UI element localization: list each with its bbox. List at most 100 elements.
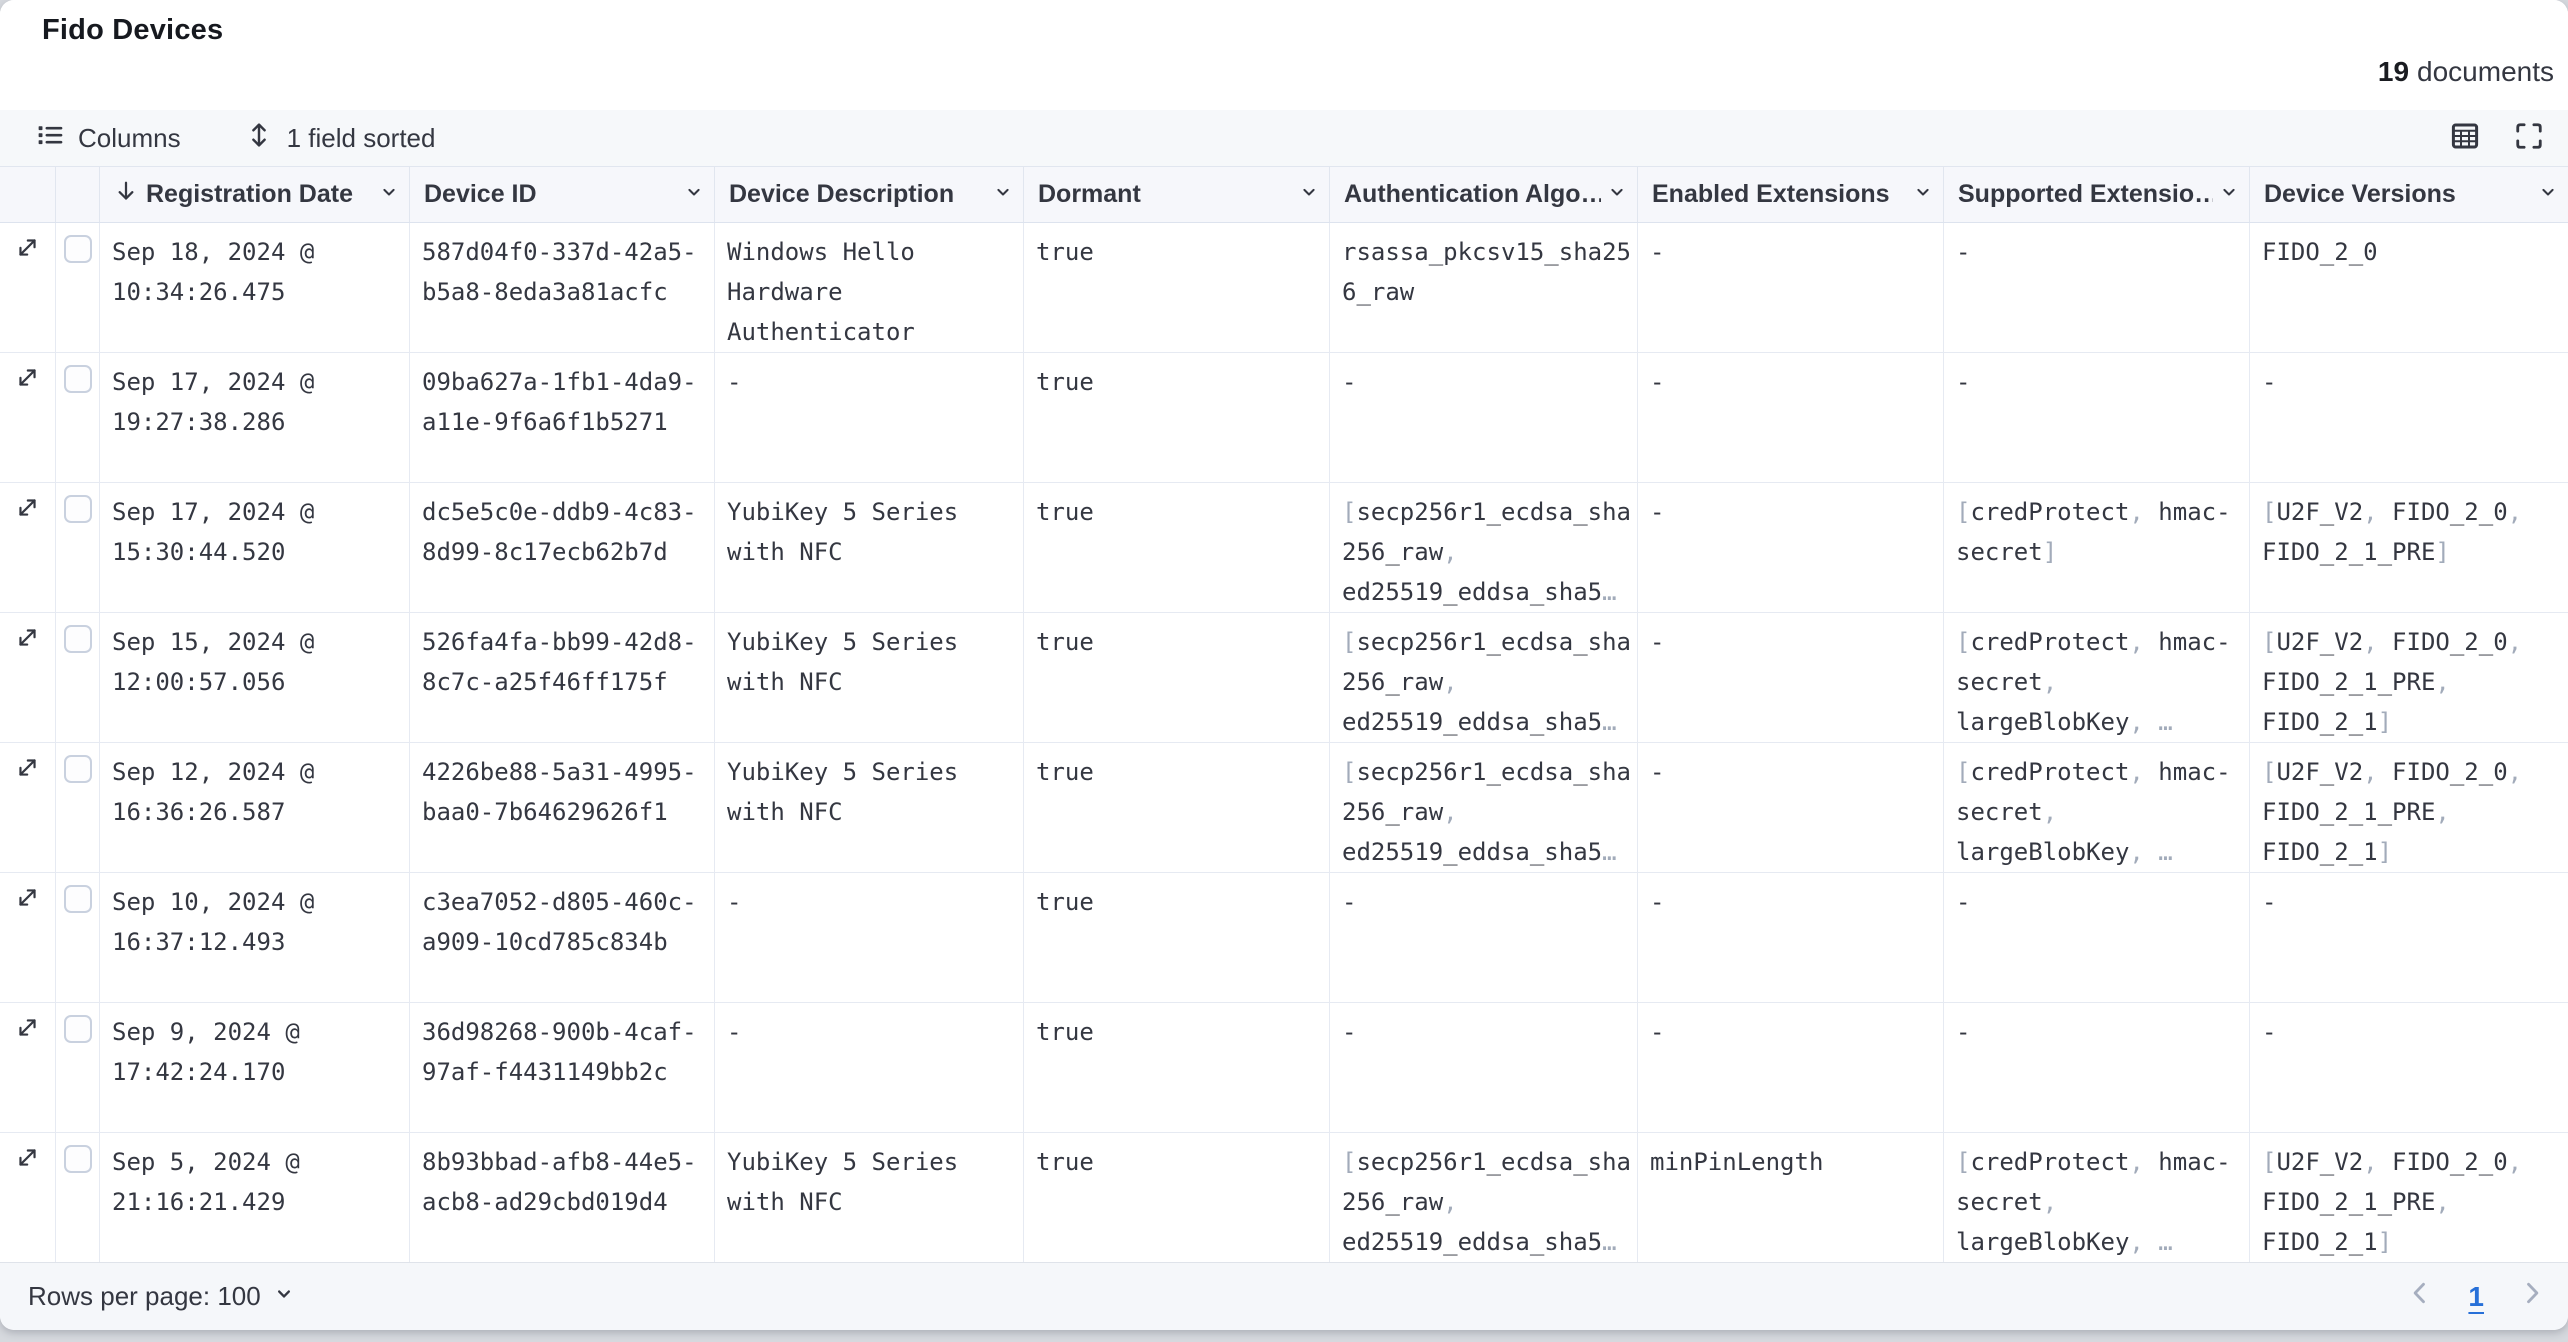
cell-enabled-extensions[interactable]: - — [1638, 483, 1944, 612]
expand-row-button[interactable] — [15, 885, 40, 915]
cell-registration-date[interactable]: Sep 9, 2024 @ 17:42:24.170 — [100, 1003, 410, 1132]
cell-device-description[interactable]: Windows Hello Hardware Authenticator — [715, 223, 1024, 352]
cell-device-description[interactable]: - — [715, 873, 1024, 1002]
cell-device-description[interactable]: YubiKey 5 Series with NFC — [715, 483, 1024, 612]
row-checkbox[interactable] — [63, 1015, 92, 1043]
rows-per-page-button[interactable]: Rows per page: 100 — [28, 1281, 295, 1312]
row-checkbox[interactable] — [63, 365, 92, 393]
row-checkbox[interactable] — [63, 885, 92, 913]
cell-device-id[interactable]: dc5e5c0e-ddb9-4c83-8d99-8c17ecb62b7d — [410, 483, 715, 612]
cell-enabled-extensions[interactable]: minPinLength — [1638, 1133, 1944, 1262]
expand-row-button[interactable] — [15, 495, 40, 525]
row-checkbox[interactable] — [63, 1145, 92, 1173]
cell-authentication-algorithms[interactable]: rsassa_pkcsv15_sha256_raw — [1330, 223, 1638, 352]
cell-enabled-extensions[interactable]: - — [1638, 873, 1944, 1002]
cell-device-description[interactable]: - — [715, 353, 1024, 482]
cell-dormant[interactable]: true — [1024, 223, 1330, 352]
cell-device-description[interactable]: YubiKey 5 Series with NFC — [715, 743, 1024, 872]
cell-device-versions[interactable]: [U2F_V2, FIDO_2_0, FIDO_2_1_PRE, FIDO_2_… — [2262, 628, 2523, 736]
cell-registration-date[interactable]: Sep 5, 2024 @ 21:16:21.429 — [100, 1133, 410, 1262]
cell-device-id[interactable]: 8b93bbad-afb8-44e5-acb8-ad29cbd019d4 — [410, 1133, 715, 1262]
cell-device-id[interactable]: c3ea7052-d805-460c-a909-10cd785c834b — [410, 873, 715, 1002]
cell-authentication-algorithms[interactable]: [secp256r1_ecdsa_sha256_raw, ed25519_edd… — [1330, 743, 1638, 872]
column-header-enabled-extensions[interactable]: Enabled Extensions — [1638, 167, 1944, 222]
cell-authentication-algorithms[interactable]: - — [1330, 353, 1638, 482]
cell-authentication-algorithms[interactable]: [secp256r1_ecdsa_sha256_raw, ed25519_edd… — [1330, 1133, 1638, 1262]
expand-row-button[interactable] — [15, 1015, 40, 1045]
columns-button-label: Columns — [78, 122, 181, 153]
cell-supported-extensions[interactable]: - — [1944, 223, 2250, 352]
next-page-button[interactable] — [2518, 1279, 2546, 1314]
cell-enabled-extensions[interactable]: - — [1638, 353, 1944, 482]
cell-authentication-algorithms[interactable]: - — [1330, 1003, 1638, 1132]
cell-supported-extensions[interactable]: - — [1944, 353, 2250, 482]
cell-registration-date[interactable]: Sep 17, 2024 @ 15:30:44.520 — [100, 483, 410, 612]
cell-enabled-extensions[interactable]: - — [1638, 743, 1944, 872]
cell-supported-extensions[interactable]: - — [1944, 873, 2250, 1002]
cell-registration-date[interactable]: Sep 15, 2024 @ 12:00:57.056 — [100, 613, 410, 742]
cell-dormant[interactable]: true — [1024, 1003, 1330, 1132]
expand-row-button[interactable] — [15, 365, 40, 395]
cell-device-description[interactable]: YubiKey 5 Series with NFC — [715, 1133, 1024, 1262]
cell-registration-date[interactable]: Sep 18, 2024 @ 10:34:26.475 — [100, 223, 410, 352]
cell-device-versions[interactable]: [U2F_V2, FIDO_2_0, FIDO_2_1_PRE, FIDO_2_… — [2262, 1148, 2523, 1256]
column-header-device-description[interactable]: Device Description — [715, 167, 1024, 222]
column-header-label: Dormant — [1038, 180, 1141, 208]
cell-device-versions[interactable]: [U2F_V2, FIDO_2_0, FIDO_2_1_PRE] — [2262, 498, 2523, 566]
cell-supported-extensions[interactable]: [credProtect, hmac-secret, largeBlobKey,… — [1944, 613, 2250, 742]
cell-registration-date[interactable]: Sep 10, 2024 @ 16:37:12.493 — [100, 873, 410, 1002]
cell-supported-extensions[interactable]: [credProtect, hmac-secret, largeBlobKey,… — [1944, 1133, 2250, 1262]
row-checkbox[interactable] — [63, 495, 92, 523]
page-number-1[interactable]: 1 — [2468, 1280, 2484, 1312]
column-header-device-id[interactable]: Device ID — [410, 167, 715, 222]
cell-device-versions[interactable]: - — [2262, 368, 2277, 396]
display-density-button[interactable] — [2442, 115, 2488, 161]
cell-dormant[interactable]: true — [1024, 613, 1330, 742]
column-header-authentication-algorithms[interactable]: Authentication Algo… — [1330, 167, 1638, 222]
row-checkbox[interactable] — [63, 625, 92, 653]
cell-dormant[interactable]: true — [1024, 873, 1330, 1002]
cell-device-description[interactable]: - — [715, 1003, 1024, 1132]
select-cell — [56, 483, 100, 612]
previous-page-button[interactable] — [2406, 1279, 2434, 1314]
cell-device-id[interactable]: 09ba627a-1fb1-4da9-a11e-9f6a6f1b5271 — [410, 353, 715, 482]
cell-device-id[interactable]: 587d04f0-337d-42a5-b5a8-8eda3a81acfc — [410, 223, 715, 352]
column-header-supported-extensions[interactable]: Supported Extensio… — [1944, 167, 2250, 222]
expand-row-button[interactable] — [15, 235, 40, 265]
cell-registration-date[interactable]: Sep 12, 2024 @ 16:36:26.587 — [100, 743, 410, 872]
cell-device-id[interactable]: 4226be88-5a31-4995-baa0-7b64629626f1 — [410, 743, 715, 872]
cell-supported-extensions[interactable]: [credProtect, hmac-secret] — [1944, 483, 2250, 612]
cell-enabled-extensions[interactable]: - — [1638, 613, 1944, 742]
cell-enabled-extensions[interactable]: - — [1638, 223, 1944, 352]
cell-device-versions[interactable]: FIDO_2_0 — [2262, 238, 2378, 266]
cell-device-versions[interactable]: - — [2262, 888, 2277, 916]
cell-authentication-algorithms[interactable]: [secp256r1_ecdsa_sha256_raw, ed25519_edd… — [1330, 483, 1638, 612]
row-checkbox[interactable] — [63, 235, 92, 263]
cell-dormant[interactable]: true — [1024, 353, 1330, 482]
cell-device-versions[interactable]: - — [2262, 1018, 2277, 1046]
expand-row-button[interactable] — [15, 1145, 40, 1175]
expand-row-button[interactable] — [15, 625, 40, 655]
cell-supported-extensions[interactable]: [credProtect, hmac-secret, largeBlobKey,… — [1944, 743, 2250, 872]
cell-device-versions[interactable]: [U2F_V2, FIDO_2_0, FIDO_2_1_PRE, FIDO_2_… — [2262, 758, 2523, 866]
columns-button[interactable]: Columns — [36, 121, 181, 156]
cell-authentication-algorithms[interactable]: - — [1330, 873, 1638, 1002]
column-header-dormant[interactable]: Dormant — [1024, 167, 1330, 222]
fullscreen-button[interactable] — [2506, 115, 2552, 161]
cell-authentication-algorithms[interactable]: [secp256r1_ecdsa_sha256_raw, ed25519_edd… — [1330, 613, 1638, 742]
cell-dormant[interactable]: true — [1024, 1133, 1330, 1262]
row-checkbox[interactable] — [63, 755, 92, 783]
cell-enabled-extensions[interactable]: - — [1638, 1003, 1944, 1132]
column-header-device-versions[interactable]: Device Versions — [2250, 167, 2568, 222]
cell-supported-extensions[interactable]: - — [1944, 1003, 2250, 1132]
cell-device-id[interactable]: 526fa4fa-bb99-42d8-8c7c-a25f46ff175f — [410, 613, 715, 742]
sorted-fields-button[interactable]: 1 field sorted — [245, 121, 435, 156]
expand-row-button[interactable] — [15, 755, 40, 785]
column-header-registration-date[interactable]: Registration Date — [100, 167, 410, 222]
cell-device-id[interactable]: 36d98268-900b-4caf-97af-f4431149bb2c — [410, 1003, 715, 1132]
cell-device-description[interactable]: YubiKey 5 Series with NFC — [715, 613, 1024, 742]
expand-cell — [0, 743, 56, 872]
cell-dormant[interactable]: true — [1024, 743, 1330, 872]
cell-dormant[interactable]: true — [1024, 483, 1330, 612]
cell-registration-date[interactable]: Sep 17, 2024 @ 19:27:38.286 — [100, 353, 410, 482]
